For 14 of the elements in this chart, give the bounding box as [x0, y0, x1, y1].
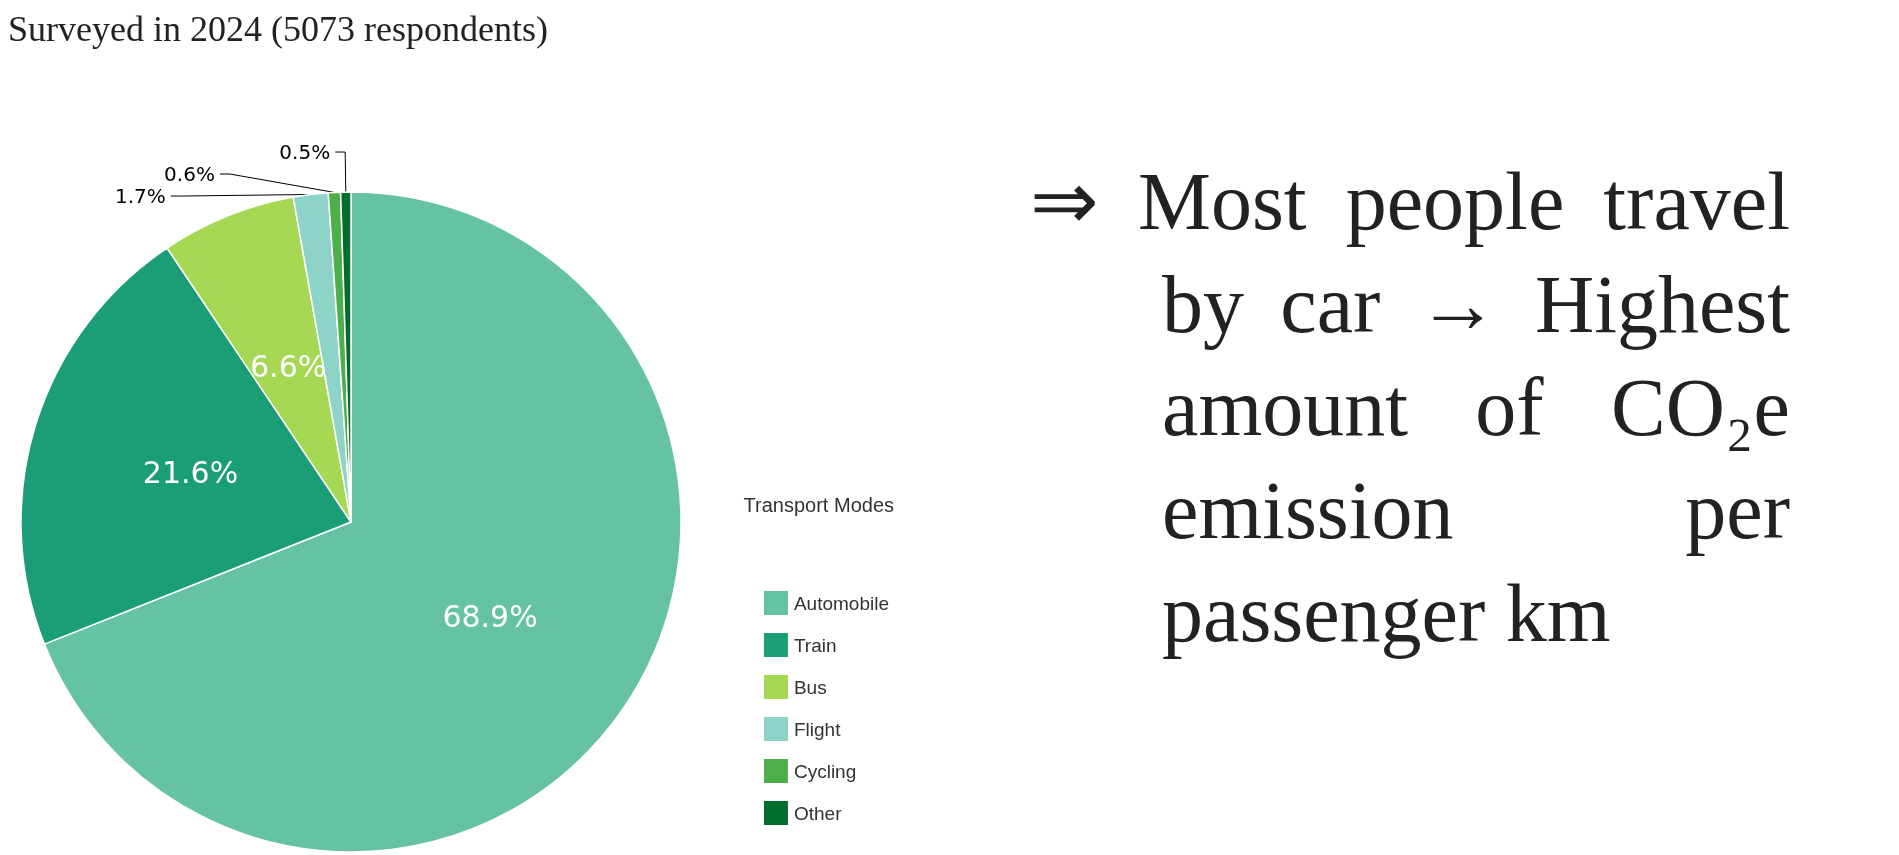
legend-title: Transport Modes	[743, 494, 895, 516]
legend-label: Automobile	[793, 592, 890, 614]
data-label: 1.7%	[114, 184, 166, 209]
legend-label: Cycling	[793, 760, 857, 782]
data-label: 0.6%	[164, 162, 215, 187]
legend-label: Bus	[793, 676, 827, 698]
data-label: 0.5%	[279, 140, 331, 165]
legend-label: Flight	[793, 718, 842, 740]
legend-label: Train	[793, 634, 837, 656]
text: ⇒ Most people travel by car → Highest amount of CO₂e emission per passenger km	[1030, 155, 1790, 661]
legend-label: Other	[793, 802, 843, 824]
data-label: 68.9%	[442, 598, 538, 634]
chart-title: Surveyed in 2024 (5073 respondents)	[8, 8, 548, 50]
data-label: 21.6%	[142, 454, 239, 490]
